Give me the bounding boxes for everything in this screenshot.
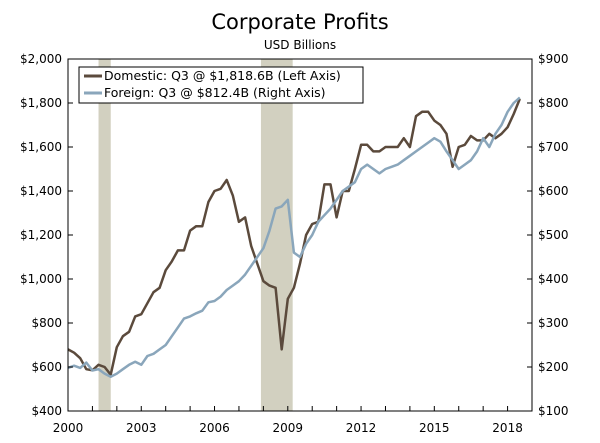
left-axis-tick-label: $1,000 bbox=[20, 272, 62, 286]
right-axis-tick-label: $500 bbox=[538, 228, 569, 242]
x-axis-tick-label: 2009 bbox=[273, 421, 304, 435]
x-axis-tick-label: 2006 bbox=[199, 421, 230, 435]
left-axis-tick-label: $1,600 bbox=[20, 140, 62, 154]
x-axis-tick-label: 2012 bbox=[346, 421, 377, 435]
left-axis-tick-label: $600 bbox=[31, 360, 62, 374]
right-axis-tick-label: $200 bbox=[538, 360, 569, 374]
left-axis-tick-label: $2,000 bbox=[20, 52, 62, 66]
axis-ticks bbox=[67, 58, 533, 412]
x-axis-tick-label: 2015 bbox=[419, 421, 450, 435]
chart-title: Corporate Profits bbox=[211, 10, 388, 34]
series-line-domestic bbox=[67, 98, 521, 376]
plot-frame bbox=[67, 58, 533, 412]
legend-label-domestic: Domestic: Q3 @ $1,818.6B (Left Axis) bbox=[104, 68, 341, 83]
legend-label-foreign: Foreign: Q3 @ $812.4B (Right Axis) bbox=[104, 85, 326, 100]
right-axis-tick-label: $700 bbox=[538, 140, 569, 154]
recession-band-2 bbox=[260, 59, 293, 411]
left-axis-tick-label: $1,200 bbox=[20, 228, 62, 242]
left-axis-tick-label: $1,400 bbox=[20, 184, 62, 198]
right-axis-tick-label: $100 bbox=[538, 404, 569, 418]
recession-bands bbox=[98, 59, 293, 411]
right-axis-tick-label: $600 bbox=[538, 184, 569, 198]
left-axis-tick-label: $400 bbox=[31, 404, 62, 418]
axis-tick-labels: $400 $600 $800 $1,000 $1,200 $1,400 $1,600 $1,8… bbox=[20, 52, 569, 435]
right-axis-tick-label: $900 bbox=[538, 52, 569, 66]
right-axis-tick-label: $800 bbox=[538, 96, 569, 110]
x-axis-tick-label: 2018 bbox=[492, 421, 523, 435]
x-axis-tick-label: 2000 bbox=[53, 421, 84, 435]
right-axis-tick-label: $400 bbox=[538, 272, 569, 286]
left-axis-tick-label: $800 bbox=[31, 316, 62, 330]
x-axis-tick-label: 2003 bbox=[126, 421, 157, 435]
series-line-foreign bbox=[67, 96, 521, 378]
series-lines bbox=[67, 96, 521, 378]
left-axis-tick-label: $1,800 bbox=[20, 96, 62, 110]
recession-band-1 bbox=[98, 59, 111, 411]
legend: Domestic: Q3 @ $1,818.6B (Left Axis) For… bbox=[78, 66, 364, 104]
chart-subtitle: USD Billions bbox=[264, 38, 336, 52]
legend-box bbox=[78, 66, 364, 104]
right-axis-tick-label: $300 bbox=[538, 316, 569, 330]
